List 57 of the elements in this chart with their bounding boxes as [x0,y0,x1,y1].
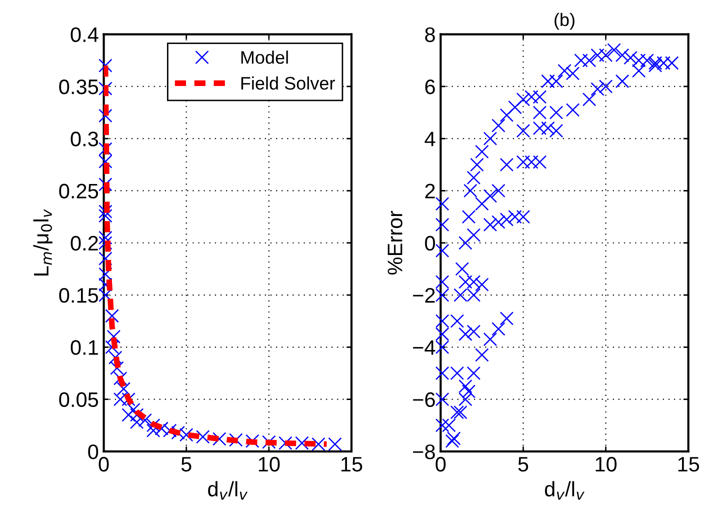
point [98,154,112,168]
point [146,418,160,432]
point [98,252,112,266]
y-tick-label: 0.3 [70,132,98,146]
y-tick-label: 0 [88,444,98,460]
y-tick-label: 0.25 [59,184,98,198]
x-tick-label: 10 [258,456,280,472]
y-tick-label: 0.2 [70,236,98,251]
point [108,350,122,364]
y-tick-label: −8 [413,444,435,460]
y-tick-label: 6 [425,79,435,94]
y-tick-label: 0.35 [59,79,98,94]
point [106,330,121,344]
point [278,436,292,450]
x-tick-label: 5 [181,457,192,472]
x-tick-label: 0 [436,456,446,472]
y-tick-label: 0.05 [59,392,98,408]
y-tick-label: 0.1 [70,340,98,355]
y-tick-label: −4 [413,340,436,355]
y-axis-title: L$_{m}$/μ$_{0}$l$_{v}$ [33,209,52,276]
point [179,428,194,442]
point [162,424,177,438]
point [130,408,144,422]
point [98,208,112,223]
point [122,408,136,422]
y-tick-label: 4 [424,132,436,146]
point [196,430,210,444]
y-tick-label: 0.15 [59,288,98,303]
point [98,230,112,245]
y-tick-label: 0.4 [70,27,98,42]
point [312,437,326,452]
y-axis-title: %Error [388,210,402,275]
x-tick-label: 15 [341,457,362,472]
point [105,309,119,323]
y-tick-label: 0 [425,236,435,251]
y-tick-label: 8 [425,27,435,42]
x-axis-title: d$_{v}$/l$_{v}$ [208,481,248,500]
x-tick-label: 10 [596,456,617,472]
point [116,382,130,396]
y-tick-label: −2 [413,288,435,303]
point [328,437,342,452]
point [98,58,112,72]
y-tick-label: −6 [413,392,435,408]
point [212,432,226,446]
point [113,392,128,406]
x-tick-label: 15 [678,457,700,472]
y-tick-label: 2 [425,184,435,198]
x-tick-label: 0 [98,456,109,472]
chart-title: (b) [554,12,574,30]
point [98,108,112,123]
point [98,178,112,192]
legend-label: Field Solver [241,76,335,90]
x-axis-title: d$_{v}$/l$_{v}$ [544,481,584,500]
legend-label: Model [241,50,288,64]
x-tick-label: 5 [518,457,528,472]
point [98,236,112,250]
point [295,436,309,450]
